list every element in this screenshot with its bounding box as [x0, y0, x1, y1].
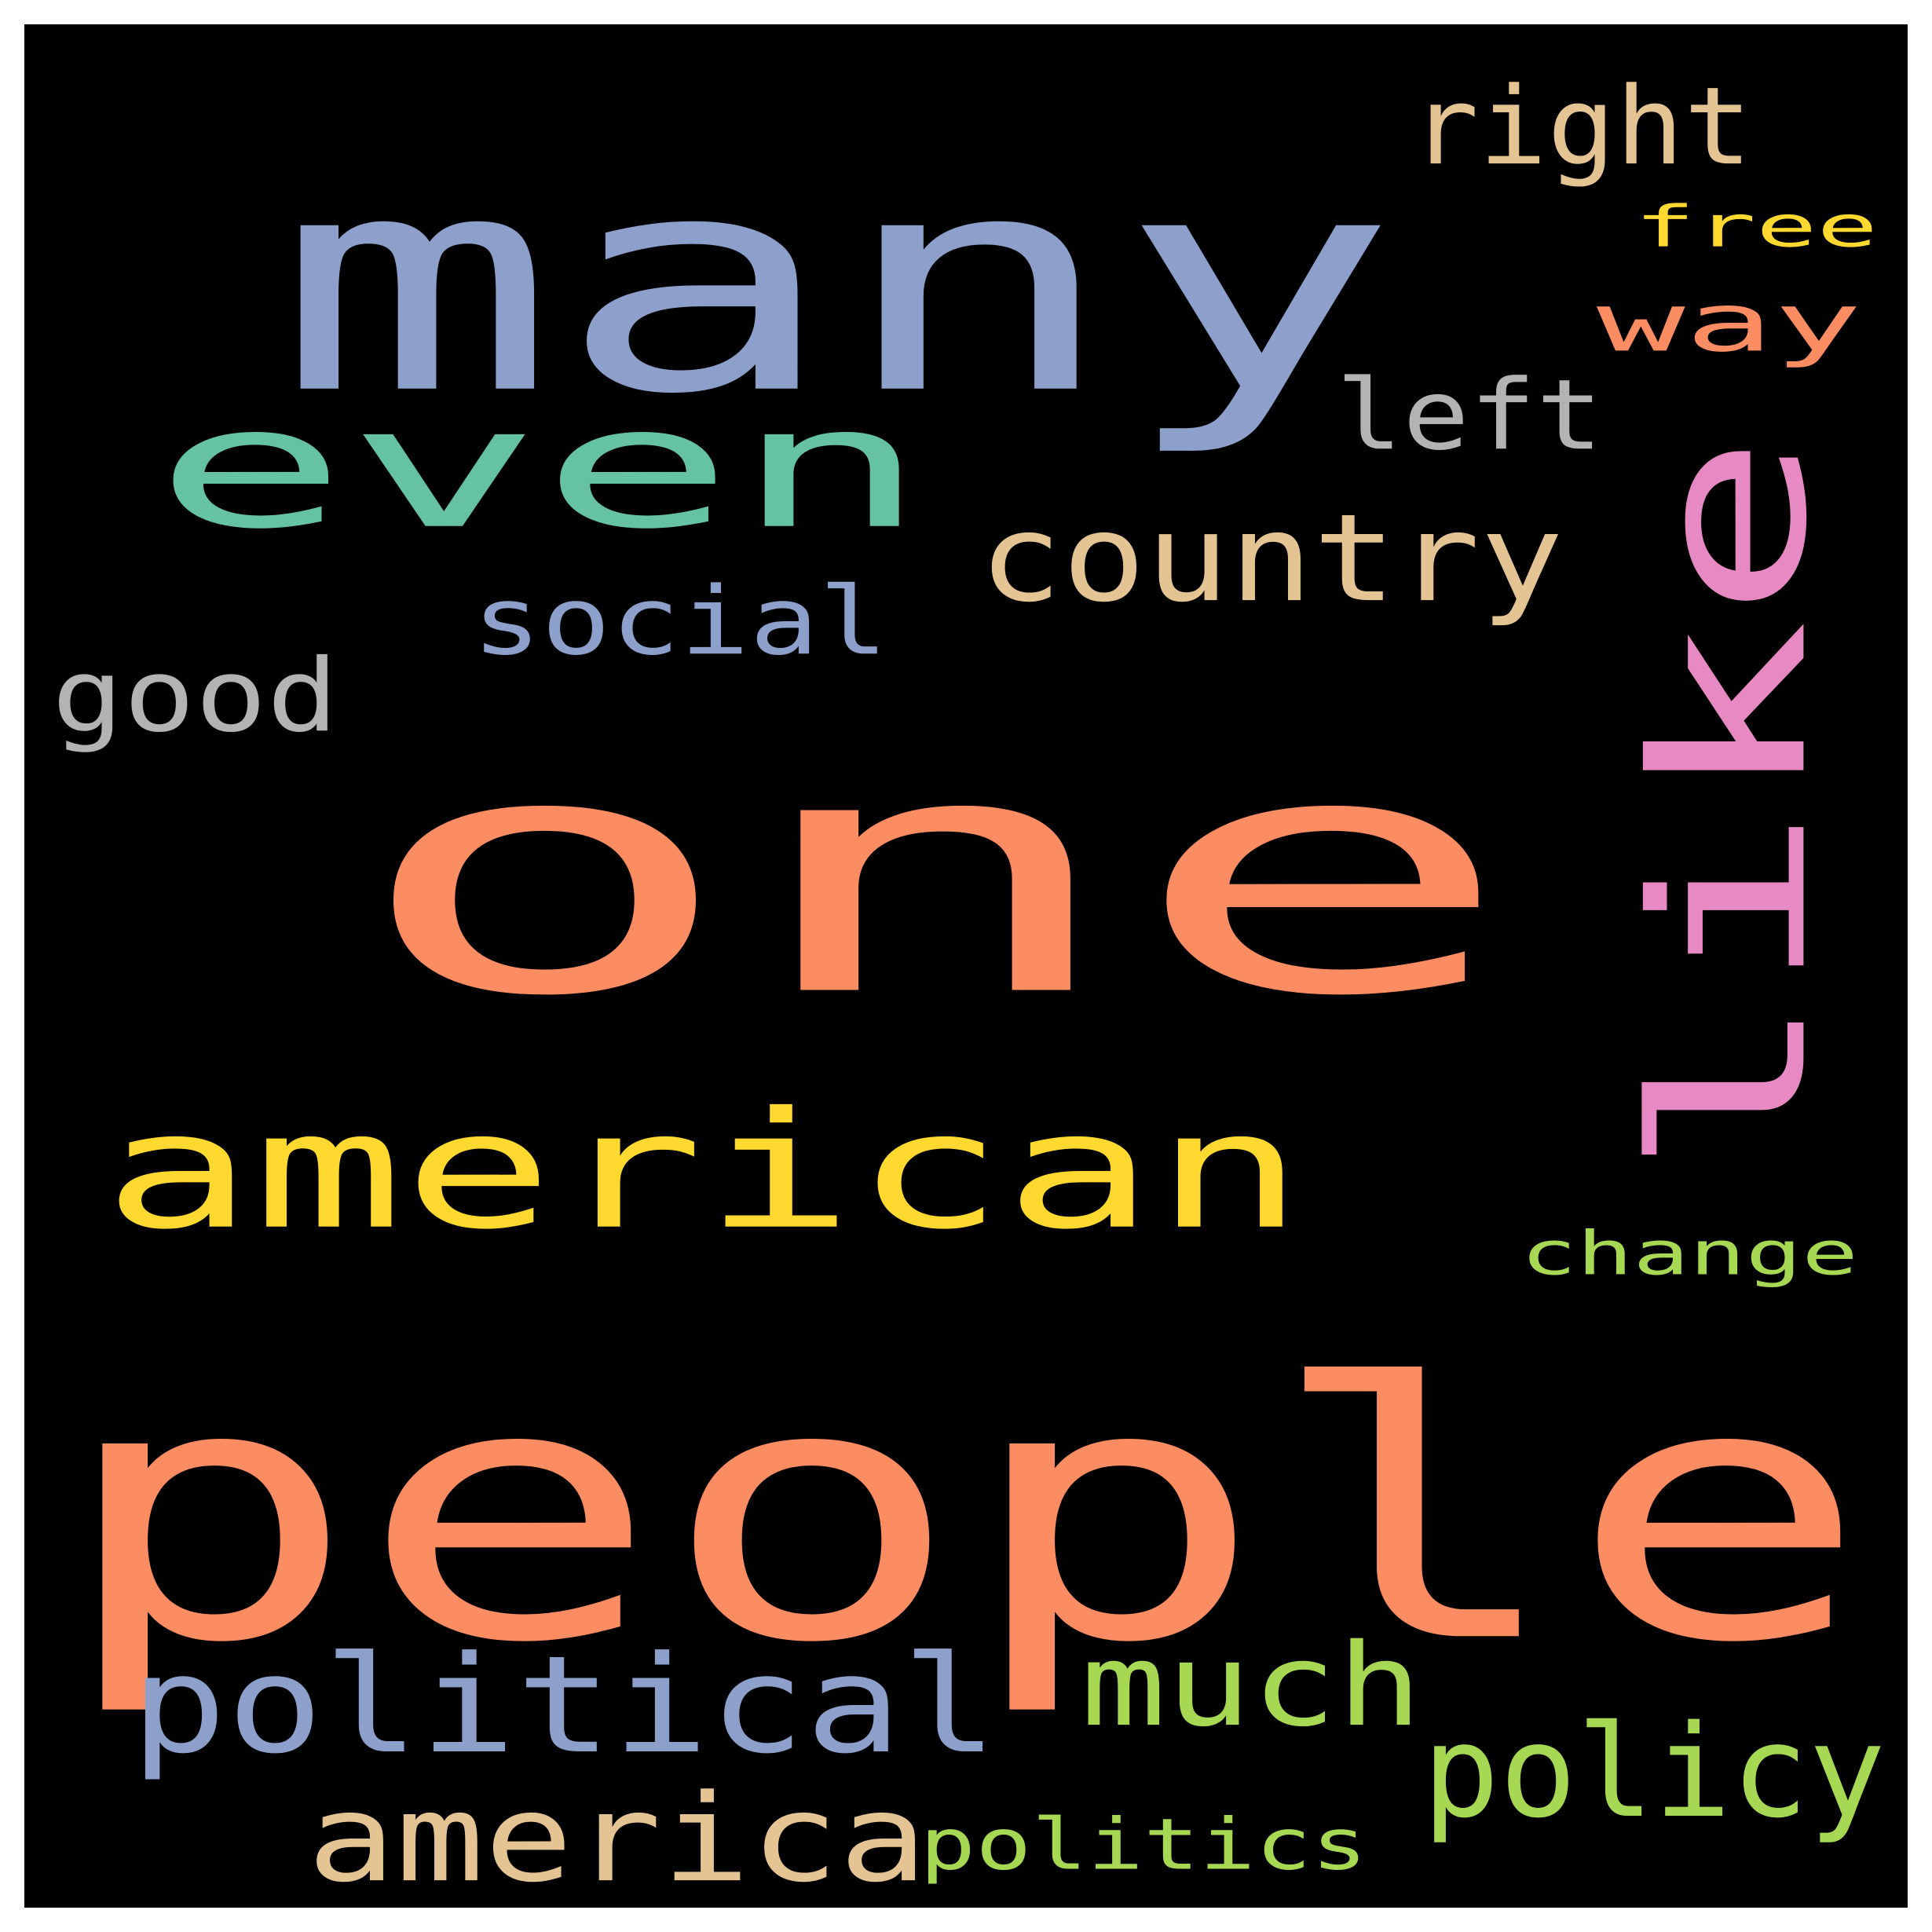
word-cloud-canvas: one people many like even american polit…	[24, 24, 1908, 1908]
word-free: free	[1634, 193, 1878, 260]
word-people: people	[56, 1309, 1870, 1719]
word-much: much	[1081, 1619, 1422, 1751]
word-right: right	[1411, 64, 1752, 189]
word-like: like	[1608, 433, 1853, 1179]
word-left: left	[1336, 359, 1603, 472]
word-political: political	[130, 1627, 998, 1784]
word-politics: politics	[920, 1804, 1367, 1886]
word-cloud: one people many like even american polit…	[52, 64, 1886, 1908]
word-even: even	[154, 370, 928, 565]
word-way: way	[1597, 276, 1862, 370]
word-change: change	[1520, 1218, 1858, 1289]
word-american: american	[103, 1078, 1304, 1265]
word-many: many	[276, 112, 1399, 459]
word-policy: policy	[1422, 1698, 1886, 1846]
word-good: good	[52, 638, 338, 755]
word-one: one	[350, 684, 1517, 1067]
word-country: country	[979, 488, 1564, 629]
word-america: america	[307, 1769, 928, 1908]
word-social: social	[472, 566, 888, 675]
